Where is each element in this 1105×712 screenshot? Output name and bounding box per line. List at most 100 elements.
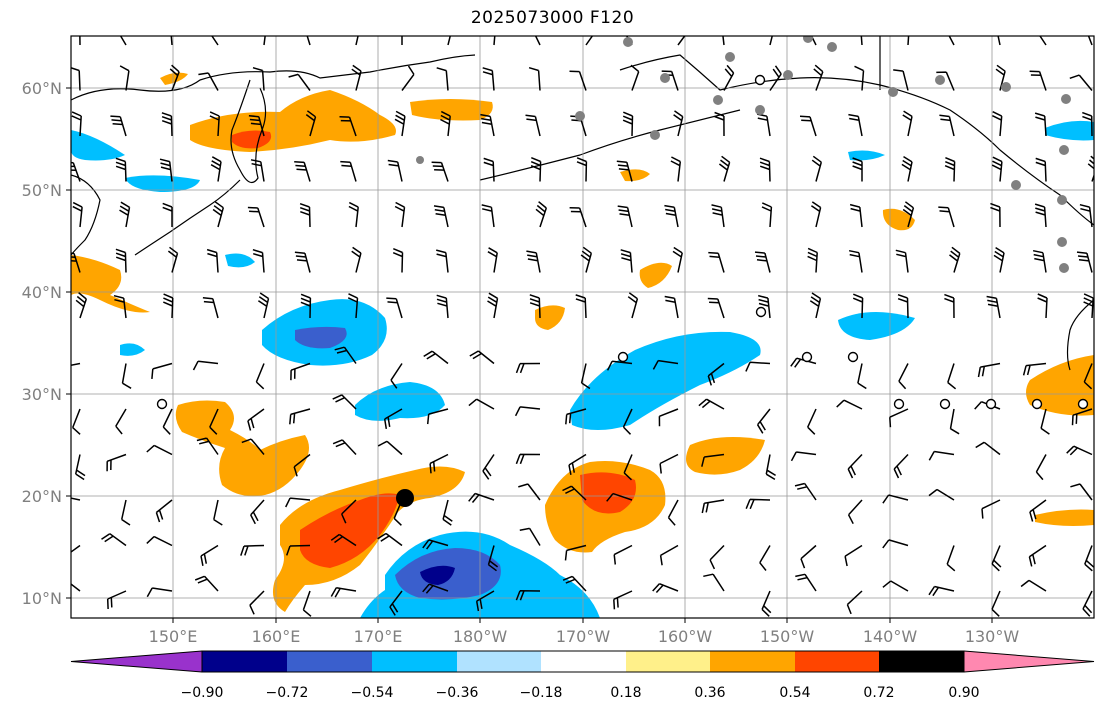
wind-barb [848,249,863,273]
wind-barb [1035,157,1047,182]
wind-barb [667,499,679,526]
wind-barb [844,544,863,567]
wind-barb [213,499,223,526]
wind-barb [72,408,81,435]
wind-barb [341,499,357,524]
wind-barb [701,499,725,514]
colorbar-right-extend [964,651,1094,672]
wind-barb [849,203,863,228]
wind-barb [813,64,824,91]
wind-barb [72,201,83,228]
gray-station-marker [827,42,837,52]
wind-barb [330,587,357,598]
wind-barb [718,155,731,182]
gray-station-marker [660,73,670,83]
wind-barb [902,201,915,228]
wind-barb [1039,36,1047,46]
wind-barb [1076,251,1093,273]
gray-station-marker [1011,180,1021,190]
wind-barb [79,36,81,46]
wind-barb [701,453,725,467]
wind-barb [210,156,222,182]
wind-barb [339,116,357,137]
wind-barb [306,36,311,46]
wind-barb [852,157,863,182]
wind-barb [810,201,822,228]
wind-barb [613,544,633,565]
wind-barb [1028,544,1047,567]
wind-barb [714,111,725,137]
wind-barb [799,115,817,137]
wind-barb [515,590,541,601]
wind-barb [1037,293,1048,319]
lon-label: 150°W [760,627,815,646]
negative-anomaly-area [355,382,445,421]
wind-barb [288,73,311,91]
wind-barb [758,294,771,319]
wind-barb [1066,445,1093,456]
gray-station-marker [725,52,735,62]
wind-barb [901,155,913,182]
wind-barb [1083,363,1093,390]
wind-barb [723,64,735,91]
wind-barb [515,453,541,465]
wind-barbs [71,36,1094,617]
wind-barb [340,160,357,182]
wind-barb [1087,155,1094,182]
wind-barb [170,36,173,46]
wind-barb [377,440,403,456]
wind-barb [795,573,817,592]
wind-barb [487,545,499,572]
wind-barb [332,394,357,410]
wind-barb [562,485,587,501]
wind-barb [711,204,725,228]
wind-barb [294,251,311,273]
wind-barb [332,439,357,456]
gray-station-marker [803,36,813,43]
wind-barb [106,590,127,610]
wind-barb [977,362,1001,378]
wind-barb [606,492,633,502]
wind-barb [71,362,81,367]
wind-barb [487,247,498,273]
wind-barb [949,246,961,273]
wind-barb [110,115,127,137]
wind-barb [854,65,865,91]
wind-barb [664,295,679,319]
wind-barb [469,350,495,365]
wind-barb [351,246,362,273]
wind-barb [436,67,449,91]
wind-barb [529,294,541,319]
wind-barb [991,156,1003,182]
wind-barb [677,36,686,46]
colorbar-tick-label: −0.54 [351,685,394,701]
wind-barb [882,494,909,504]
wind-barb [1082,111,1093,137]
wind-barb [990,202,1001,228]
wind-barb [1020,579,1047,592]
wind-barb [707,297,725,319]
wind-barb [907,36,910,46]
wind-barb [620,249,633,273]
lon-label: 160°E [252,627,301,646]
calm-wind-circle [801,351,813,363]
wind-barb [613,590,633,610]
negative-anomaly-area [125,175,200,192]
wind-barb [348,201,359,228]
wind-barb [289,408,311,425]
wind-barb [1083,293,1094,319]
wind-barb [944,293,955,319]
lon-label: 180°W [453,627,508,646]
coastline-alaska [619,54,1094,226]
calm-wind-circle [985,398,997,410]
wind-barb [936,71,955,91]
lat-label: 20°N [22,487,62,506]
lon-label: 150°E [149,627,198,646]
wind-barb [290,362,311,381]
wind-barb [431,161,449,182]
wind-barb [1082,590,1093,617]
coastline-siberia [71,54,476,101]
wind-barb [756,408,771,434]
wind-barb [293,453,311,477]
wind-barb [530,157,542,182]
